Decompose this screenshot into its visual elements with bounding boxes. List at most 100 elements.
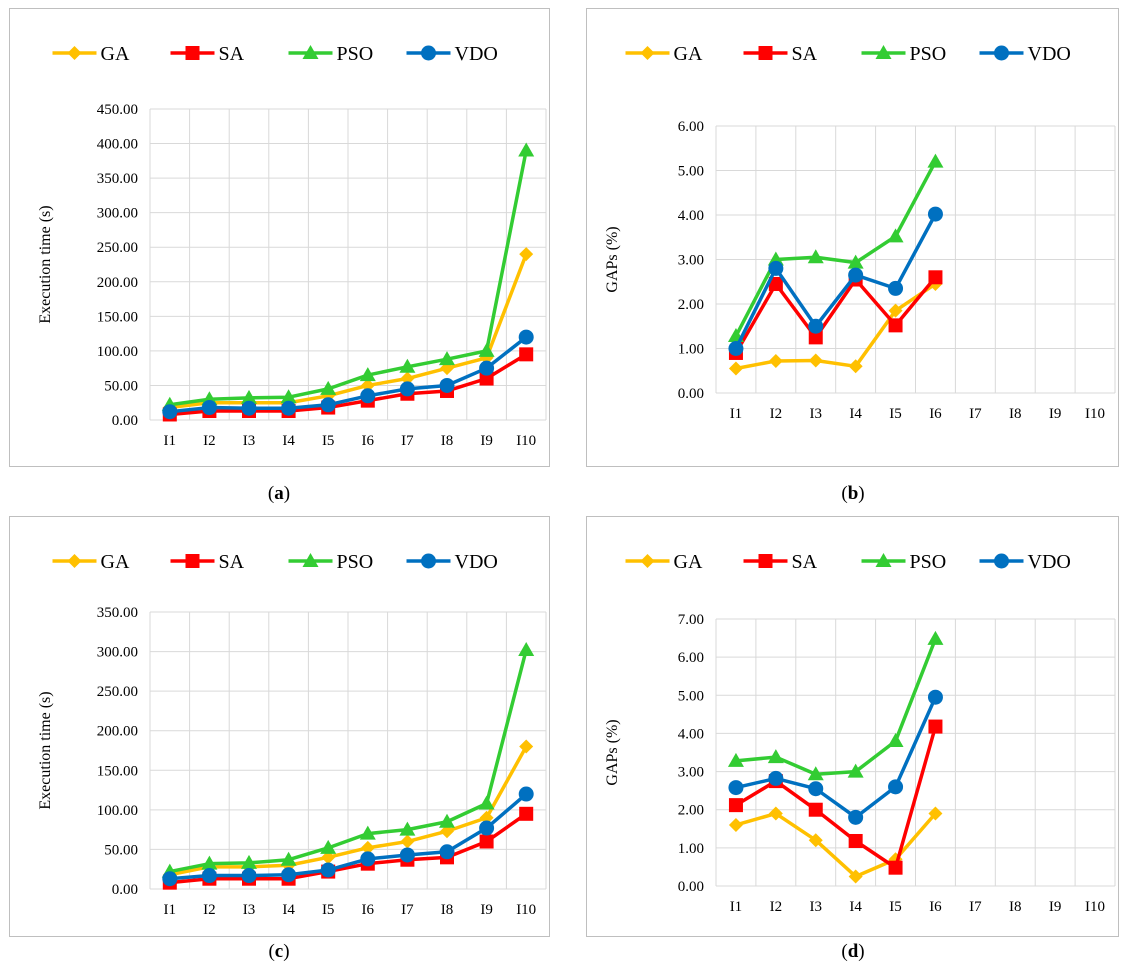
series-vdo bbox=[728, 206, 943, 356]
x-tick-label: I10 bbox=[1085, 899, 1105, 915]
x-tick-label: I1 bbox=[730, 406, 743, 422]
data-point bbox=[768, 276, 783, 291]
legend-marker bbox=[875, 553, 892, 567]
data-point bbox=[519, 806, 534, 821]
data-point bbox=[241, 389, 257, 404]
legend-label: GA bbox=[101, 551, 130, 573]
x-tick-label: I9 bbox=[480, 433, 493, 449]
y-tick-label: 0.00 bbox=[678, 386, 704, 402]
legend-label: SA bbox=[219, 43, 245, 65]
legend-marker bbox=[185, 554, 200, 568]
legend-item-sa: SA bbox=[170, 551, 245, 573]
data-point bbox=[479, 820, 495, 836]
data-point bbox=[888, 860, 903, 875]
data-point bbox=[479, 360, 495, 376]
series-line bbox=[734, 276, 937, 354]
y-tick-label: 0.00 bbox=[678, 879, 704, 895]
y-tick-label: 150.00 bbox=[97, 763, 138, 779]
data-point bbox=[201, 868, 217, 884]
chart-d-svg: 0.00 1.00 2.00 3.00 4.00 5.00 6.00 7.00 I1 I2 I3 I4… bbox=[604, 551, 1116, 915]
y-tick-label: 350.00 bbox=[97, 171, 138, 187]
gridlines bbox=[715, 618, 1116, 887]
data-point bbox=[727, 752, 744, 767]
x-tick-label: I6 bbox=[362, 433, 375, 449]
data-point bbox=[360, 851, 376, 867]
y-tick-label: 0.00 bbox=[112, 882, 138, 898]
x-tick-label: I5 bbox=[322, 902, 335, 918]
series-vdo bbox=[162, 786, 534, 887]
y-tick-label: 150.00 bbox=[97, 309, 138, 325]
y-tick-label: 5.00 bbox=[678, 164, 704, 180]
series-line bbox=[734, 213, 937, 350]
data-point bbox=[162, 871, 178, 887]
series-line bbox=[735, 282, 937, 371]
legend-marker bbox=[640, 46, 655, 60]
data-point bbox=[280, 851, 297, 866]
x-tick-label: I9 bbox=[1049, 406, 1062, 422]
data-point bbox=[887, 733, 904, 748]
legend-item-pso: PSO bbox=[288, 551, 373, 573]
caption-c: (c) bbox=[268, 941, 290, 962]
x-tick-label: I7 bbox=[401, 433, 414, 449]
data-point bbox=[768, 260, 784, 276]
chart-a-svg: 0.00 50.00 100.00 150.00 200.00 250.00 300.00 3… bbox=[37, 43, 547, 449]
x-tick-label: I4 bbox=[282, 902, 295, 918]
data-point bbox=[808, 833, 823, 848]
x-tick-label: I4 bbox=[282, 433, 295, 449]
legend-label: PSO bbox=[337, 43, 374, 65]
data-point bbox=[478, 342, 495, 357]
legend-item-pso: PSO bbox=[288, 43, 374, 65]
data-point bbox=[439, 351, 455, 366]
data-point bbox=[888, 280, 904, 296]
legend-label: GA bbox=[674, 551, 703, 573]
legend-marker bbox=[758, 554, 773, 568]
data-point bbox=[400, 371, 415, 386]
x-tick-label: I5 bbox=[889, 406, 902, 422]
data-point bbox=[241, 400, 257, 416]
y-tick-label: 100.00 bbox=[97, 344, 138, 360]
y-tick-label: 100.00 bbox=[97, 803, 138, 819]
caption-a: (a) bbox=[267, 483, 291, 504]
data-point bbox=[808, 330, 823, 345]
data-point bbox=[768, 806, 783, 821]
chart-b-svg: 0.00 1.00 2.00 3.00 4.00 5.00 6.00 I1 I2 I3 I4 I5 I6… bbox=[604, 43, 1116, 422]
y-tick-label: 4.00 bbox=[678, 208, 704, 224]
data-point bbox=[518, 329, 534, 345]
data-point bbox=[728, 341, 744, 356]
data-point bbox=[320, 397, 336, 413]
legend-item-vdo: VDO bbox=[979, 43, 1071, 65]
data-point bbox=[360, 388, 376, 404]
data-point bbox=[439, 844, 455, 860]
y-tick-label: 1.00 bbox=[678, 841, 704, 857]
legend-marker bbox=[302, 45, 319, 59]
series-line bbox=[169, 649, 528, 874]
x-tick-label: I1 bbox=[164, 433, 177, 449]
legend: GA SA PSO VDO bbox=[52, 43, 498, 65]
data-point bbox=[848, 359, 863, 374]
legend-label: PSO bbox=[910, 551, 947, 573]
x-tick-label: I7 bbox=[969, 406, 982, 422]
legend-marker bbox=[421, 553, 436, 569]
x-tick-label: I7 bbox=[401, 902, 414, 918]
legend-item-ga: GA bbox=[52, 551, 130, 573]
data-point bbox=[162, 404, 178, 420]
chart-panel-c: 0.00 50.00 100.00 150.00 200.00 250.00 300.00 3… bbox=[9, 516, 550, 937]
y-tick-label: 2.00 bbox=[678, 297, 704, 313]
chart-panel-d: 0.00 1.00 2.00 3.00 4.00 5.00 6.00 7.00 I1 I2 I3 I4… bbox=[586, 516, 1119, 937]
y-tick-label: 6.00 bbox=[678, 119, 704, 135]
data-point bbox=[518, 142, 535, 157]
data-point bbox=[478, 795, 495, 810]
series-line bbox=[735, 811, 937, 879]
data-point bbox=[320, 839, 337, 854]
caption-d-letter: d bbox=[847, 941, 859, 962]
gridlines bbox=[149, 108, 547, 421]
y-tick-label: 400.00 bbox=[97, 137, 138, 153]
data-point bbox=[928, 719, 943, 734]
caption-a-letter: a bbox=[274, 483, 284, 504]
data-point bbox=[360, 840, 375, 855]
data-point bbox=[807, 249, 824, 264]
y-tick-label: 300.00 bbox=[97, 645, 138, 661]
legend-label: SA bbox=[792, 43, 818, 65]
x-tick-label: I3 bbox=[810, 899, 823, 915]
x-tick-label: I2 bbox=[770, 899, 783, 915]
